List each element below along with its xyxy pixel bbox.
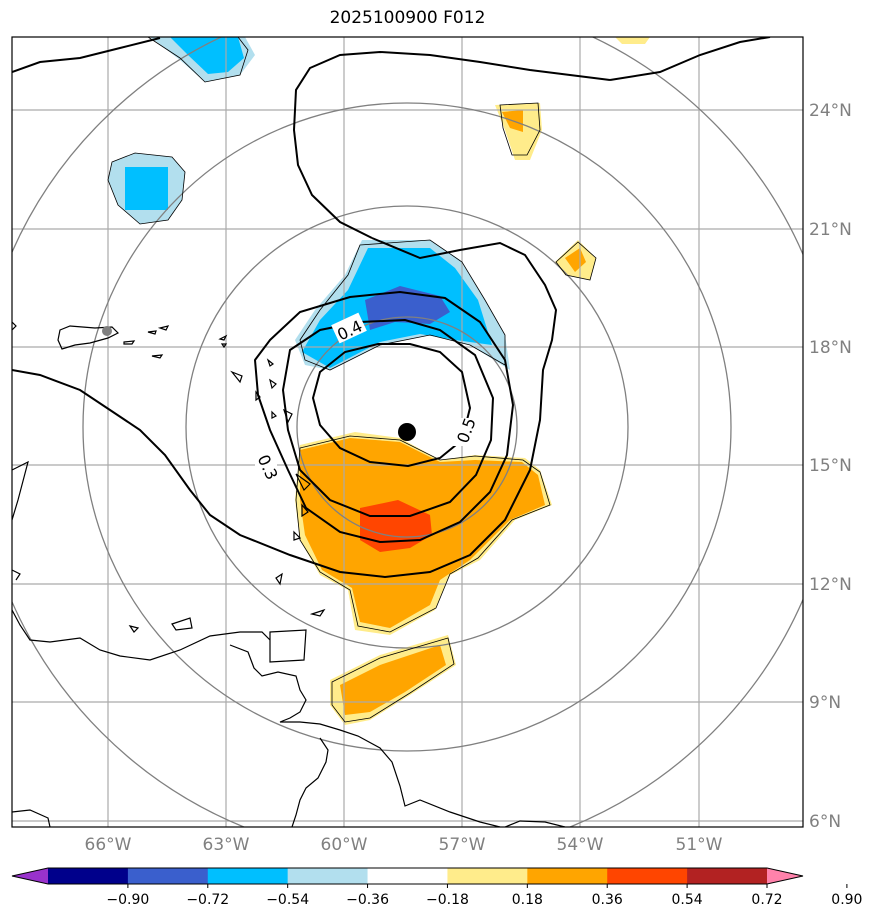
- colorbar-outline: [11, 867, 804, 885]
- colorbar-swatch: [447, 868, 528, 884]
- colorbar-tick-label: −0.90: [106, 892, 149, 908]
- colorbar-tick-label: −0.36: [346, 892, 389, 908]
- colorbar-swatch: [207, 868, 289, 884]
- lon-label-51w: 51°W: [676, 835, 723, 855]
- lon-labels: 66°W 63°W 60°W 57°W 54°W 51°W: [85, 835, 723, 855]
- storm-center-marker: [398, 423, 416, 441]
- map-title: 2025100900 F012: [329, 8, 486, 28]
- colorbar-tick-label: −0.18: [426, 892, 469, 908]
- colorbar-extend-max: [767, 868, 803, 884]
- lat-label-24n: 24°N: [809, 101, 852, 121]
- lat-labels: 24°N 21°N 18°N 15°N 12°N 9°N 6°N: [809, 101, 852, 832]
- colorbar-swatch: [127, 868, 209, 884]
- lat-label-21n: 21°N: [809, 220, 852, 240]
- colorbar-tick-label: −0.72: [186, 892, 229, 908]
- shading-outlines: [107, 37, 597, 723]
- lat-label-18n: 18°N: [809, 338, 852, 358]
- lon-label-54w: 54°W: [557, 835, 604, 855]
- colorbar-swatch: [287, 868, 369, 884]
- colorbar-swatch: [48, 868, 129, 884]
- colorbar-tick-label: 0.90: [831, 892, 862, 908]
- colorbar-tick-label: 0.72: [751, 892, 782, 908]
- lat-label-6n: 6°N: [809, 812, 841, 832]
- lat-label-9n: 9°N: [809, 693, 841, 713]
- range-rings: [12, 37, 803, 827]
- colorbar-extend-min: [12, 868, 48, 884]
- map-frame: [11, 36, 804, 828]
- station-marker: [102, 326, 112, 336]
- colorbar-tick-label: 0.54: [672, 892, 703, 908]
- lon-label-57w: 57°W: [439, 835, 486, 855]
- lat-label-15n: 15°N: [809, 456, 852, 476]
- colorbar-tick-label: −0.54: [266, 892, 309, 908]
- colorbar-swatch: [687, 868, 768, 884]
- colorbar-swatch: [607, 868, 688, 884]
- lat-label-12n: 12°N: [809, 575, 852, 595]
- coastlines: [12, 321, 566, 827]
- lon-label-60w: 60°W: [321, 835, 368, 855]
- colorbar-swatch: [527, 868, 608, 884]
- lon-label-66w: 66°W: [85, 835, 132, 855]
- colorbar-swatch: [367, 868, 448, 884]
- lon-label-63w: 63°W: [203, 835, 250, 855]
- colorbar: −0.90 −0.72 −0.54 −0.36 −0.18 0.18 0.36 0.54 0.7…: [11, 867, 862, 908]
- map-panel: 0.4 0.5 0.3: [12, 37, 803, 827]
- colorbar-tick-label: 0.18: [512, 892, 543, 908]
- colorbar-tick-label: 0.36: [592, 892, 623, 908]
